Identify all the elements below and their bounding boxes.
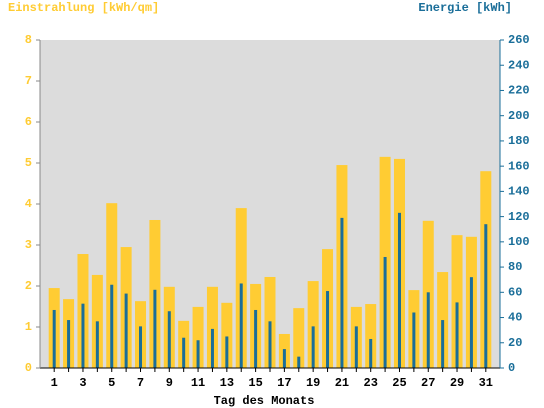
bar <box>210 328 214 368</box>
x-tick-label: 1 <box>51 376 58 390</box>
y2-tick-label: 160 <box>508 159 530 173</box>
y2-tick-label: 100 <box>508 235 530 249</box>
x-tick-label: 11 <box>191 376 205 390</box>
bar <box>81 303 85 368</box>
y-axis-title: Einstrahlung [kWh/qm] <box>8 1 159 15</box>
x-tick-label: 7 <box>137 376 144 390</box>
y-tick-label: 0 <box>25 361 32 375</box>
x-tick-label: 5 <box>108 376 115 390</box>
bar <box>397 212 401 368</box>
y2-tick-label: 240 <box>508 58 530 72</box>
y2-tick-label: 40 <box>508 311 522 325</box>
bar <box>307 281 319 368</box>
bar <box>52 309 56 368</box>
bar <box>455 302 459 368</box>
y2-tick-label: 220 <box>508 84 530 98</box>
bar <box>153 289 157 368</box>
bar <box>469 277 473 368</box>
bar <box>369 338 373 368</box>
y-tick-label: 4 <box>25 197 32 211</box>
bar <box>311 326 315 368</box>
y2-tick-label: 0 <box>508 361 515 375</box>
bar <box>67 320 71 368</box>
x-tick-label: 31 <box>479 376 493 390</box>
y2-tick-label: 120 <box>508 210 530 224</box>
bar <box>451 235 463 368</box>
bar <box>340 217 344 368</box>
bar <box>268 321 272 368</box>
y-tick-label: 7 <box>25 74 32 88</box>
x-tick-label: 3 <box>79 376 86 390</box>
bar <box>282 349 286 368</box>
bar <box>239 283 243 368</box>
bar <box>365 304 377 368</box>
x-tick-label: 21 <box>335 376 349 390</box>
x-tick-label: 19 <box>306 376 320 390</box>
bar <box>192 306 204 368</box>
y2-tick-label: 180 <box>508 134 530 148</box>
bar <box>225 336 229 368</box>
y2-tick-label: 20 <box>508 336 522 350</box>
x-axis-title: Tag des Monats <box>214 394 315 408</box>
bar <box>426 292 430 368</box>
bar <box>95 321 99 368</box>
x-tick-label: 25 <box>392 376 406 390</box>
y2-tick-label: 60 <box>508 285 522 299</box>
y-tick-label: 2 <box>25 279 32 293</box>
x-tick-label: 17 <box>277 376 291 390</box>
x-tick-label: 29 <box>450 376 464 390</box>
bar <box>221 302 233 368</box>
bar <box>139 326 143 368</box>
bar <box>196 340 200 368</box>
bar <box>182 337 186 368</box>
y-tick-label: 3 <box>25 238 32 252</box>
bar <box>383 256 387 368</box>
bar <box>293 308 305 368</box>
bar <box>110 284 114 368</box>
x-tick-label: 15 <box>248 376 262 390</box>
x-tick-label: 27 <box>421 376 435 390</box>
bar <box>326 291 330 368</box>
y-tick-label: 8 <box>25 33 32 47</box>
y2-axis-title: Energie [kWh] <box>418 1 512 15</box>
y2-tick-label: 200 <box>508 109 530 123</box>
bar <box>484 224 488 368</box>
bar <box>167 311 171 368</box>
bar <box>124 293 128 368</box>
y2-tick-label: 260 <box>508 33 530 47</box>
bar <box>441 320 445 368</box>
bar <box>297 356 301 368</box>
bar <box>206 286 218 368</box>
y-tick-label: 1 <box>25 320 32 334</box>
y-tick-label: 6 <box>25 115 32 129</box>
y2-tick-label: 80 <box>508 260 522 274</box>
bar <box>254 309 258 368</box>
y2-tick-label: 140 <box>508 185 530 199</box>
x-tick-label: 23 <box>364 376 378 390</box>
x-tick-label: 13 <box>220 376 234 390</box>
bar <box>354 326 358 368</box>
bar <box>437 272 449 368</box>
y-tick-label: 5 <box>25 156 32 170</box>
x-tick-label: 9 <box>166 376 173 390</box>
bar <box>412 312 416 368</box>
